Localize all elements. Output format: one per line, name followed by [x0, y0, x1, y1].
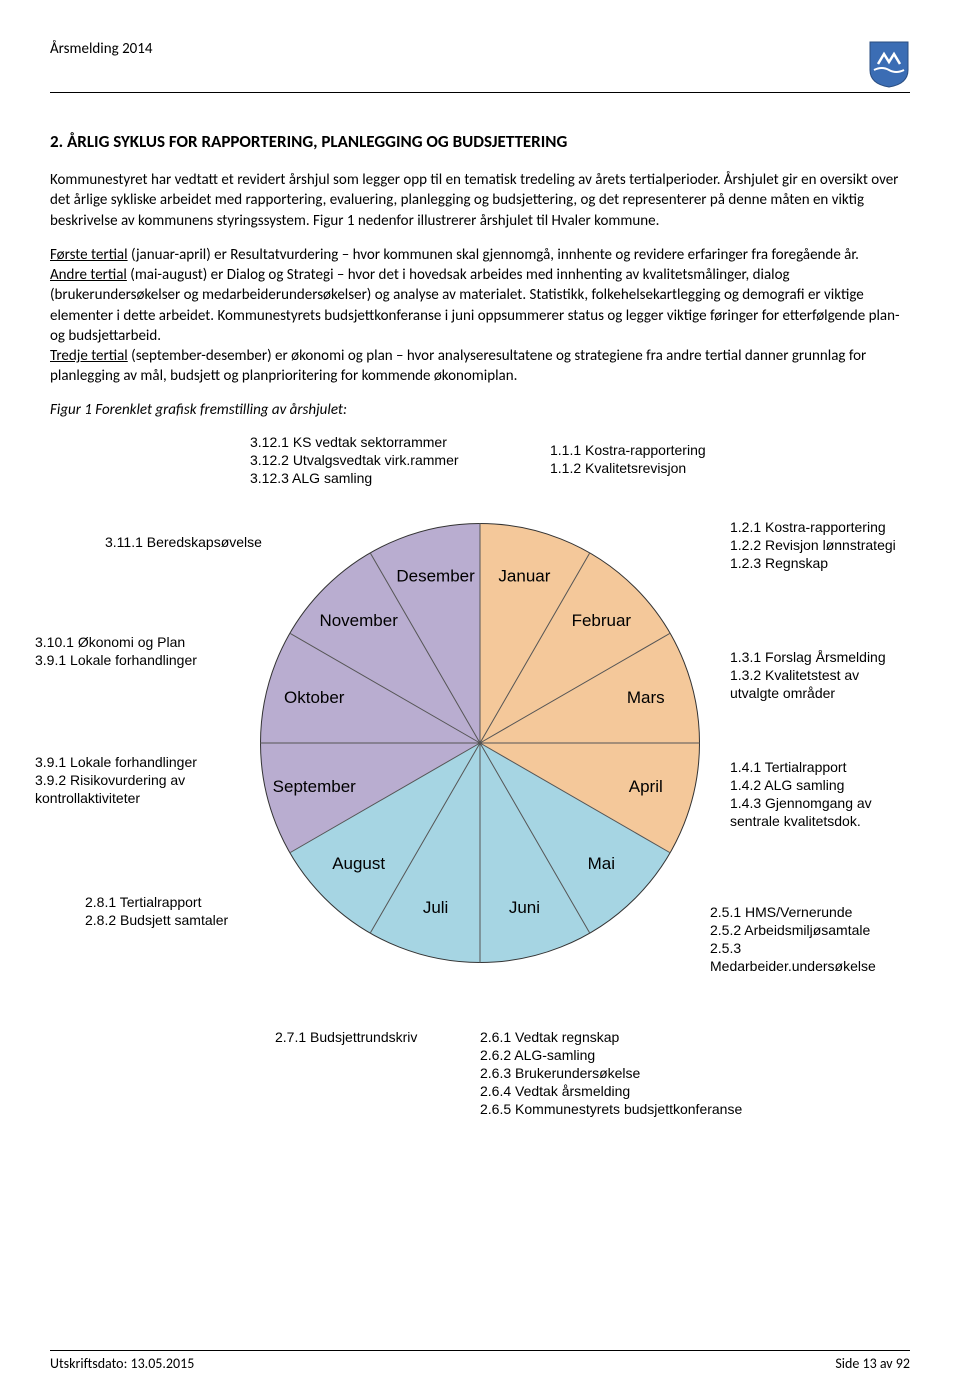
footer-date: Utskriftsdato: 13.05.2015	[50, 1355, 194, 1372]
annot-jan: 1.2.1 Kostra-rapportering 1.2.2 Revisjon…	[730, 518, 896, 573]
annot-okt: 3.10.1 Økonomi og Plan 3.9.1 Lokale forh…	[35, 633, 197, 669]
tertial-paragraph: Første tertial (januar-april) er Resulta…	[50, 245, 910, 387]
tertial3-label: Tredje tertial	[50, 347, 128, 365]
annot-nov: 3.11.1 Beredskapsøvelse	[105, 533, 262, 551]
section-heading: 2. ÅRLIG SYKLUS FOR RAPPORTERING, PLANLE…	[50, 131, 910, 152]
page-header: Årsmelding 2014	[50, 40, 910, 93]
annot-dec: 3.12.1 KS vedtak sektorrammer 3.12.2 Utv…	[250, 433, 459, 488]
tertial1-label: Første tertial	[50, 246, 128, 264]
annot-jul: 2.7.1 Budsjettrundskriv	[275, 1028, 417, 1046]
annot-sep: 3.9.1 Lokale forhandlinger 3.9.2 Risikov…	[35, 753, 197, 808]
annot-apr: 1.4.1 Tertialrapport 1.4.2 ALG samling 1…	[730, 758, 872, 831]
annot-mai: 2.5.1 HMS/Vernerunde 2.5.2 Arbeidsmiljøs…	[710, 903, 910, 976]
figure-caption: Figur 1 Forenklet grafisk fremstilling a…	[50, 401, 910, 419]
pie-chart	[260, 523, 700, 963]
annot-jan-top: 1.1.1 Kostra-rapportering 1.1.2 Kvalitet…	[550, 441, 706, 477]
municipality-logo-icon	[868, 40, 910, 88]
header-title: Årsmelding 2014	[50, 40, 152, 58]
annot-aug: 2.8.1 Tertialrapport 2.8.2 Budsjett samt…	[85, 893, 228, 929]
footer-page: Side 13 av 92	[835, 1355, 910, 1372]
tertial2-label: Andre tertial	[50, 266, 127, 284]
intro-paragraph: Kommunestyret har vedtatt et revidert år…	[50, 170, 910, 231]
annot-jun: 2.6.1 Vedtak regnskap 2.6.2 ALG-samling …	[480, 1028, 742, 1119]
page-footer: Utskriftsdato: 13.05.2015 Side 13 av 92	[50, 1350, 910, 1372]
year-wheel-chart: JanuarFebruarMarsAprilMaiJuniJuliAugustS…	[50, 433, 910, 1143]
annot-mar: 1.3.1 Forslag Årsmelding 1.3.2 Kvalitets…	[730, 648, 886, 703]
